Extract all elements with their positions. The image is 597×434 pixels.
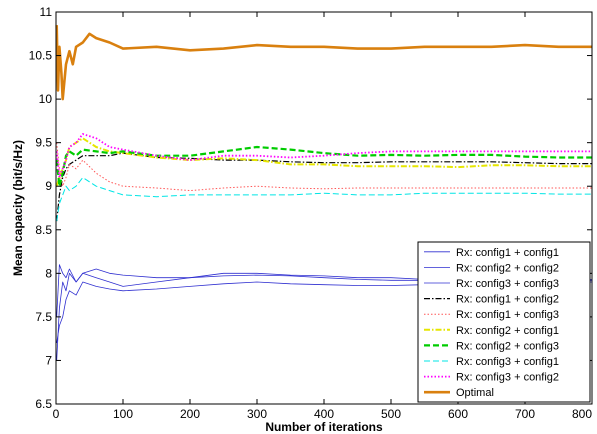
series-line-10 — [55, 25, 592, 101]
x-axis-title: Number of iterations — [265, 420, 383, 434]
x-tick-label: 0 — [53, 407, 60, 421]
series-line-7 — [55, 145, 592, 188]
y-tick-label: 10 — [39, 92, 53, 106]
series-line-5 — [56, 142, 592, 192]
y-tick-label: 7 — [45, 353, 52, 367]
x-tick-label: 600 — [448, 407, 468, 421]
series-line-6 — [55, 137, 592, 187]
y-tick-label: 8 — [45, 266, 52, 280]
legend-label-8: Rx: config3 + config1 — [456, 356, 559, 368]
x-tick-label: 400 — [314, 407, 334, 421]
x-tick-label: 800 — [572, 407, 592, 421]
y-tick-label: 6.5 — [35, 397, 52, 411]
legend-label-6: Rx: config2 + config1 — [456, 325, 559, 337]
legend-label-10: Optimal — [456, 387, 494, 399]
legend-label-1: Rx: config1 + config1 — [456, 247, 559, 259]
x-tick-label: 700 — [515, 407, 535, 421]
legend-label-3: Rx: config3 + config3 — [456, 278, 559, 290]
x-tick-label: 200 — [180, 407, 200, 421]
y-tick-label: 8.5 — [35, 223, 52, 237]
x-tick-label: 500 — [381, 407, 401, 421]
series-line-9 — [55, 133, 592, 179]
y-tick-label: 11 — [40, 5, 53, 19]
legend-label-5: Rx: config1 + config3 — [456, 309, 559, 321]
series-line-4 — [56, 152, 592, 222]
y-tick-label: 10.5 — [29, 49, 53, 63]
legend-box — [417, 241, 591, 403]
axes: 0 100 200 300 400 500 600 700 800 6.5 7 7.5 8 8.5 9 9.5… — [29, 5, 593, 421]
plot-area — [55, 25, 592, 361]
y-tick-label: 7.5 — [35, 310, 52, 324]
x-tick-label: 100 — [113, 407, 133, 421]
x-tick-label: 300 — [247, 407, 267, 421]
y-axis-title: Mean capacity (bit/s/Hz) — [11, 140, 25, 276]
legend-label-7: Rx: config2 + config3 — [456, 340, 559, 352]
y-tick-label: 9 — [45, 179, 52, 193]
y-tick-label: 9.5 — [35, 136, 52, 150]
series-line-8 — [56, 177, 592, 222]
legend-label-4: Rx: config1 + config2 — [456, 294, 559, 306]
legend-label-2: Rx: config2 + config2 — [456, 262, 559, 274]
legend: Rx: config1 + config1 Rx: config2 + confi… — [417, 241, 591, 403]
legend-label-9: Rx: config3 + config2 — [456, 372, 559, 384]
